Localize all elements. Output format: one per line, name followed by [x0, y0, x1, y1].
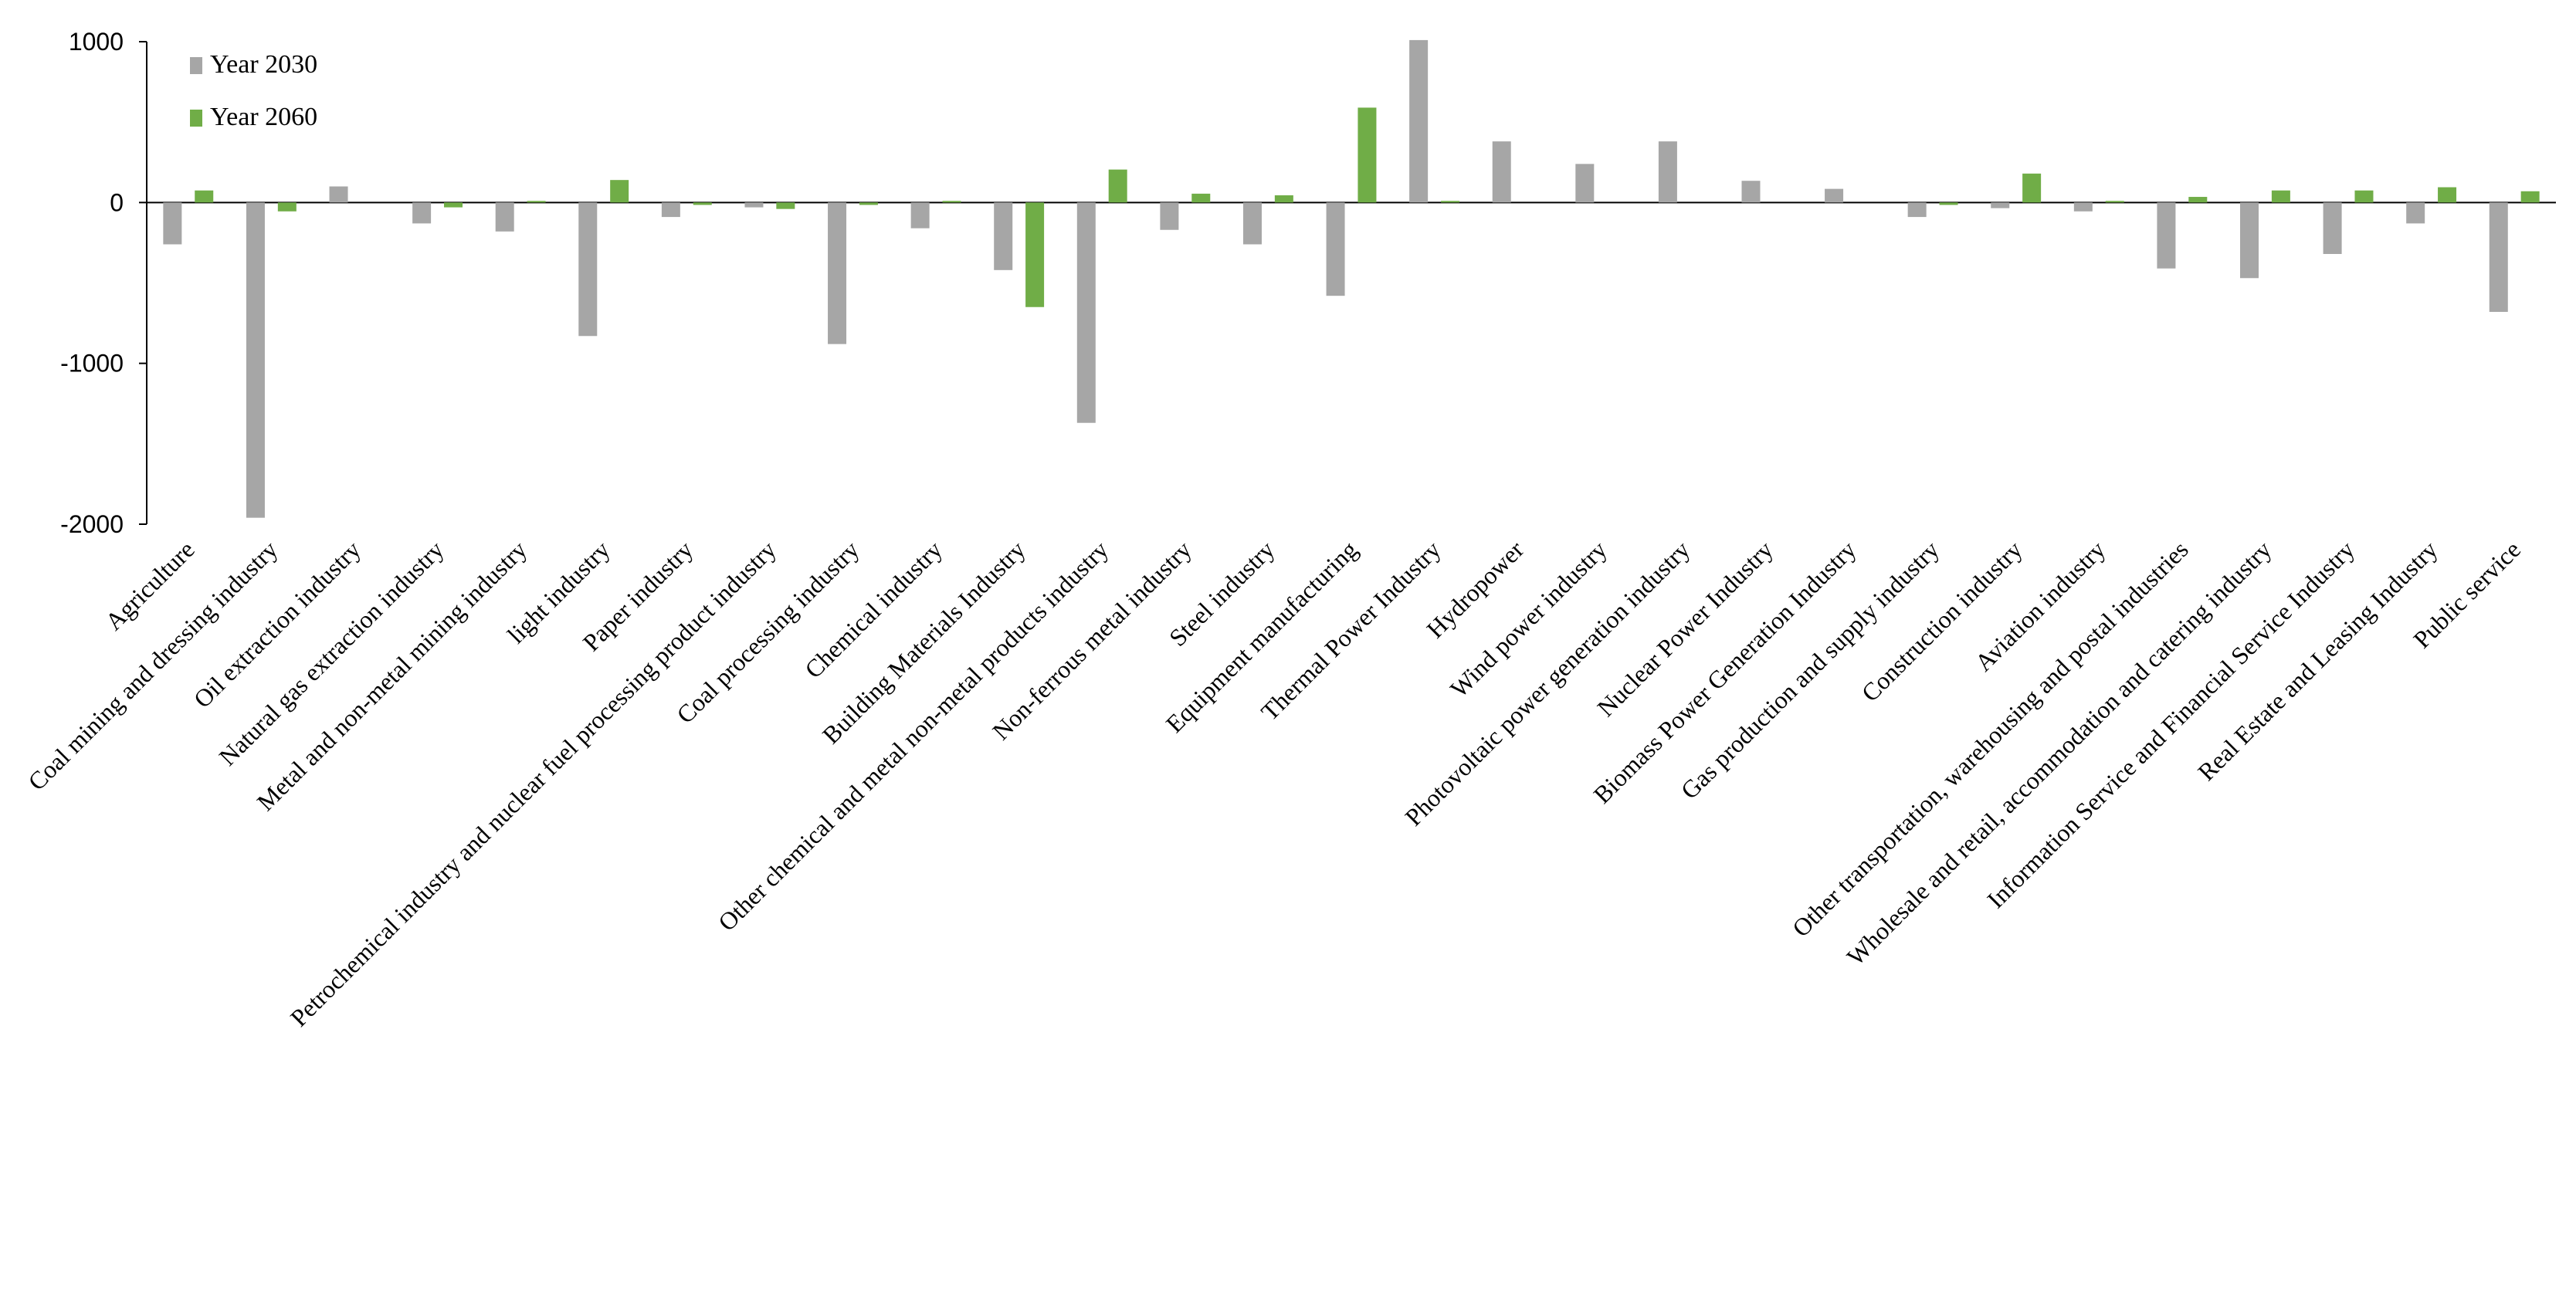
- bar-year-2030: [578, 202, 598, 337]
- bar-year-2030: [1658, 141, 1677, 203]
- bar-year-2030: [329, 186, 348, 203]
- bar-year-2060: [443, 202, 463, 208]
- bar-year-2060: [2105, 201, 2124, 203]
- bar-year-2030: [1907, 202, 1927, 218]
- bar-year-2060: [942, 201, 961, 203]
- bar-year-2060: [1025, 202, 1045, 307]
- bar-year-2030: [1825, 188, 1844, 203]
- bar-year-2060: [859, 202, 878, 205]
- y-tick-label: 0: [110, 188, 124, 216]
- bar-year-2060: [2022, 173, 2042, 203]
- bar-year-2030: [495, 202, 514, 232]
- bar-year-2030: [2489, 202, 2508, 312]
- category-label: Other transportation, warehousing and po…: [1787, 535, 2194, 942]
- bar-year-2030: [163, 202, 182, 245]
- bar-year-2060: [1441, 201, 1460, 203]
- category-label: Other chemical and metal non-metal produ…: [713, 535, 1113, 936]
- bar-year-2060: [277, 202, 297, 212]
- bar-year-2030: [1741, 181, 1761, 203]
- bar-year-2060: [527, 201, 546, 203]
- y-tick-label: 1000: [69, 28, 124, 56]
- legend-swatch: [190, 57, 202, 74]
- legend-label: Year 2030: [210, 50, 317, 79]
- bar-year-2030: [1409, 39, 1429, 203]
- bar-year-2030: [2406, 202, 2425, 224]
- bar-year-2060: [1274, 195, 1293, 203]
- bar-year-2030: [994, 202, 1013, 270]
- bar-year-2060: [1108, 169, 1127, 203]
- bar-year-2060: [2520, 191, 2540, 203]
- bar-year-2030: [1160, 202, 1179, 230]
- category-label: Wind power industry: [1445, 535, 1612, 703]
- bar-year-2060: [2354, 190, 2374, 203]
- axis-layer: 1000 0 -1000 -2000: [60, 28, 2556, 538]
- bar-year-2030: [661, 202, 680, 218]
- bar-year-2030: [1492, 141, 1511, 203]
- bar-year-2060: [1357, 107, 1377, 203]
- bar-year-2030: [2157, 202, 2176, 269]
- bar-year-2030: [744, 202, 764, 208]
- bar-year-2060: [693, 202, 712, 205]
- bar-year-2030: [2073, 202, 2093, 212]
- bar-year-2060: [1191, 193, 1211, 203]
- bar-year-2060: [2438, 187, 2457, 203]
- y-tick-label: -1000: [60, 350, 124, 378]
- bar-year-2030: [1076, 202, 1096, 423]
- bar-year-2060: [610, 180, 629, 203]
- bar-year-2060: [776, 202, 795, 209]
- bar-year-2030: [412, 202, 432, 224]
- bar-year-2030: [910, 202, 930, 229]
- bar-year-2030: [1991, 202, 2010, 208]
- bar-year-2060: [1939, 202, 1958, 205]
- bar-layer: [163, 39, 2540, 518]
- bar-year-2030: [1575, 164, 1595, 203]
- legend-swatch: [190, 110, 202, 127]
- category-label: Oil extraction industry: [188, 535, 366, 713]
- bar-year-2030: [2240, 202, 2259, 279]
- legend-label: Year 2060: [210, 103, 317, 131]
- bar-year-2030: [1242, 202, 1262, 245]
- bar-year-2060: [2188, 197, 2208, 203]
- bar-year-2030: [828, 202, 847, 344]
- category-label: Construction industry: [1856, 535, 2027, 706]
- bar-year-2030: [2323, 202, 2342, 254]
- y-tick-label: -2000: [60, 510, 124, 538]
- bar-year-2030: [1326, 202, 1345, 296]
- legend: Year 2030 Year 2060: [190, 50, 317, 131]
- bar-year-2060: [195, 190, 214, 203]
- bar-year-2060: [2271, 190, 2290, 203]
- bar-year-2030: [246, 202, 265, 518]
